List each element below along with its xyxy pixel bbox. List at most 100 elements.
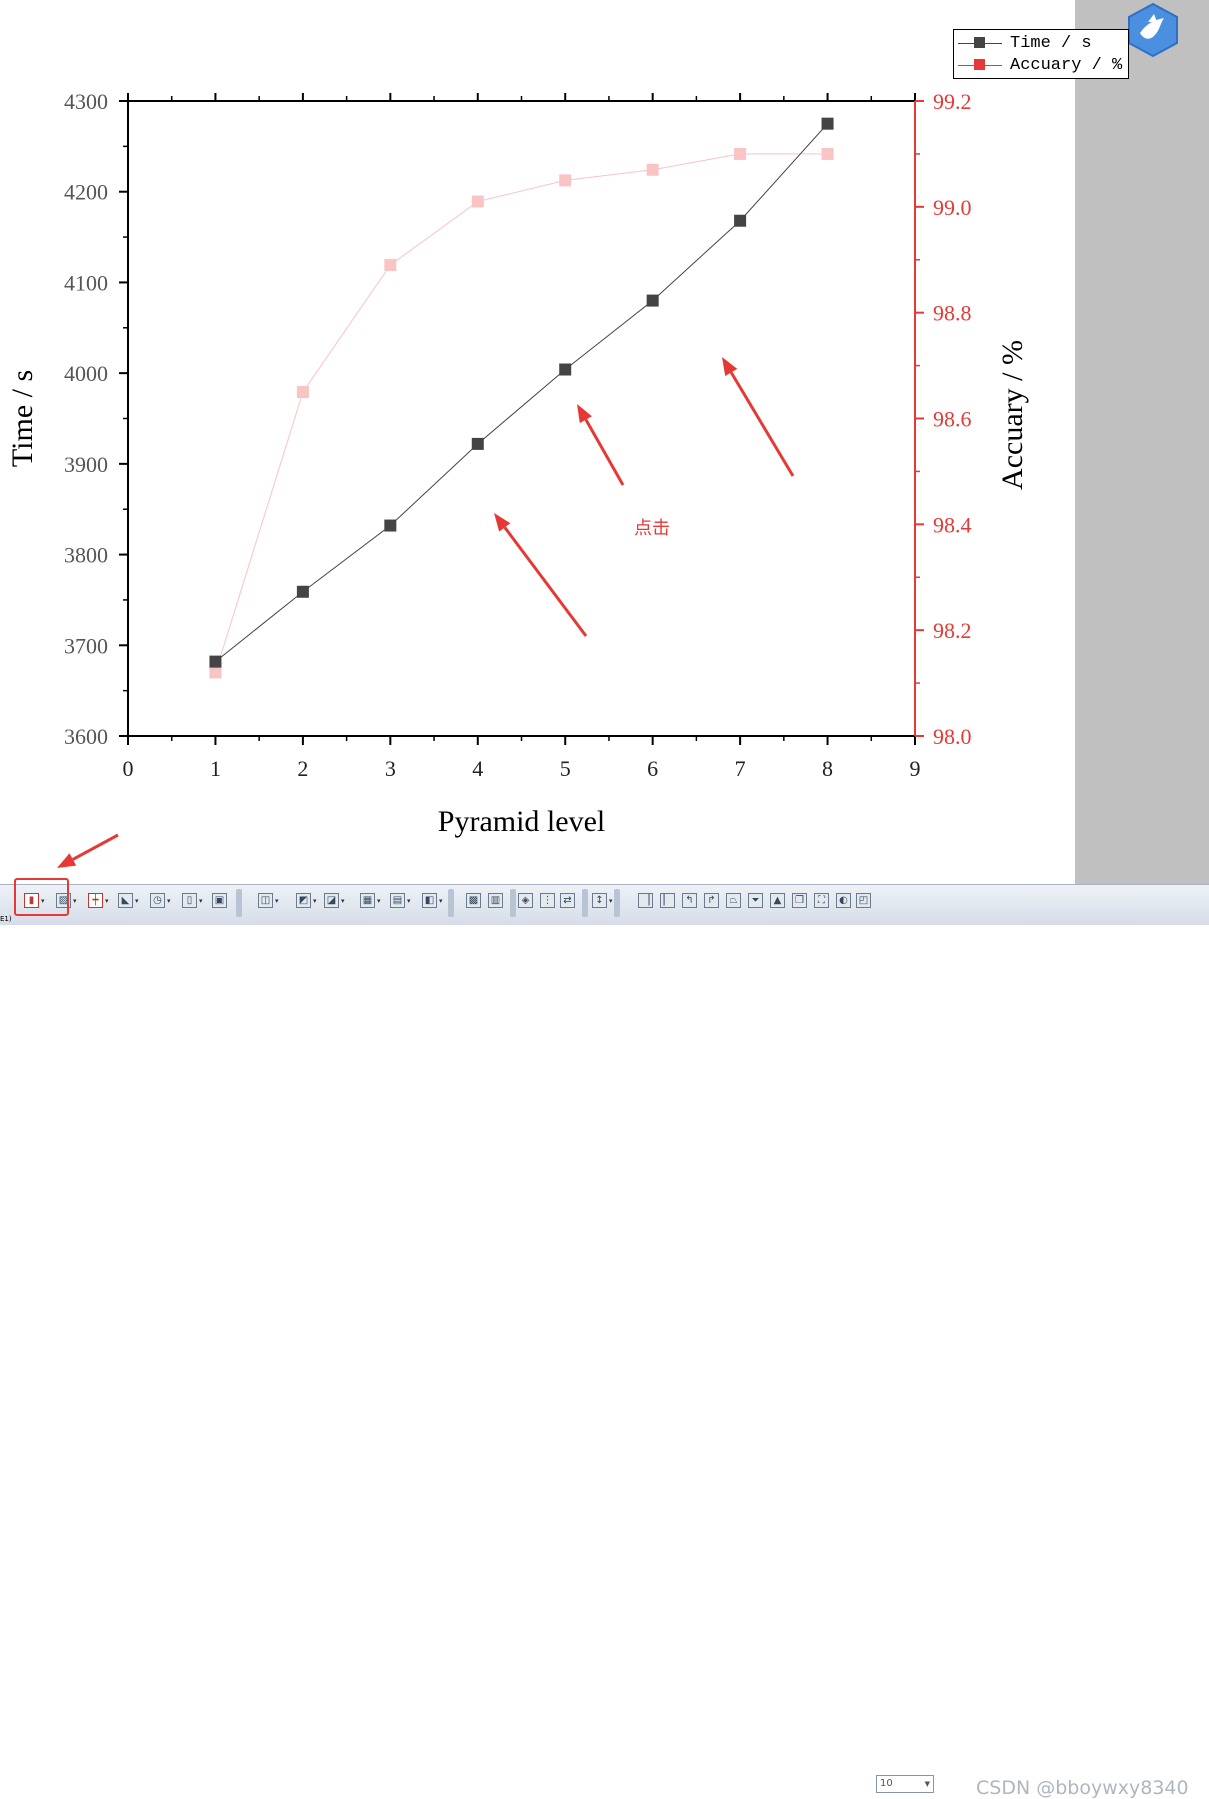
x-tick-label: 4 bbox=[472, 756, 483, 781]
x-tick-label: 1 bbox=[210, 756, 221, 781]
y-right-tick-label: 98.2 bbox=[933, 618, 972, 643]
toolbar-separator bbox=[510, 889, 516, 917]
align-left-icon[interactable]: ▕ bbox=[638, 893, 653, 908]
copy-icon[interactable]: ❐ bbox=[792, 893, 807, 908]
toolbar-label: E1) bbox=[0, 915, 12, 923]
trapezoid-icon[interactable]: ⏢ bbox=[726, 893, 741, 908]
x-tick-label: 2 bbox=[297, 756, 308, 781]
annotation-arrow bbox=[729, 371, 795, 477]
y-right-tick-label: 99.0 bbox=[933, 195, 972, 220]
table-icon[interactable]: ▤ bbox=[390, 893, 405, 908]
data-point-time bbox=[296, 585, 309, 598]
data-point-accuracy bbox=[384, 259, 397, 272]
chevron-down-icon: ▼ bbox=[924, 1780, 930, 1788]
x-tick-label: 3 bbox=[385, 756, 396, 781]
annotation-arrow bbox=[72, 833, 119, 861]
graph-toolbar: E1) ▮ ▾ ▨ ▾ ┿ ▾ ◣ ▾ ◷ ▾ ▯ ▾ ▣ ◫ ▾ ◩ ▾ ◪ ▾ ▦ ▾ ▤ ▾ ◧ ▾ ▩ ▥ ◈ ⋮ ⇄ ↕ ▾ ▕ ▏ ↰ ↱… bbox=[0, 884, 1209, 1799]
lighting-icon[interactable]: ◐ bbox=[836, 893, 851, 908]
chevron-down-icon[interactable]: ▾ bbox=[167, 897, 171, 905]
grid-icon[interactable]: ▦ bbox=[360, 893, 375, 908]
annotation-arrow bbox=[503, 526, 588, 637]
series-line-accuracy bbox=[214, 153, 828, 673]
font-size-select[interactable]: 10 ▼ bbox=[876, 1775, 934, 1793]
chevron-down-icon[interactable]: ▾ bbox=[199, 897, 203, 905]
fit-icon[interactable]: ⛶ bbox=[814, 893, 829, 908]
panel-icon[interactable]: ◧ bbox=[422, 893, 437, 908]
y-right-axis-title: Accuary / % bbox=[996, 340, 1029, 490]
y-left-axis-title: Time / s bbox=[6, 370, 39, 467]
stack-icon[interactable]: ▥ bbox=[488, 893, 503, 908]
toolbar-separator bbox=[236, 889, 242, 917]
align-icon[interactable]: ⇄ bbox=[560, 893, 575, 908]
y-right-tick-label: 99.2 bbox=[933, 89, 972, 114]
font-size-value: 10 bbox=[880, 1778, 893, 1789]
area-chart-icon[interactable]: ◣ bbox=[118, 893, 133, 908]
chevron-down-icon[interactable]: ▾ bbox=[275, 897, 279, 905]
y-left-tick-label: 3700 bbox=[64, 633, 108, 658]
data-point-accuracy bbox=[296, 386, 309, 399]
y-right-tick-label: 98.6 bbox=[933, 407, 972, 432]
annotation-arrowhead bbox=[577, 404, 592, 424]
chevron-down-icon[interactable]: ▾ bbox=[313, 897, 317, 905]
x-tick-label: 0 bbox=[123, 756, 134, 781]
data-point-accuracy bbox=[821, 147, 834, 160]
data-point-accuracy bbox=[209, 666, 222, 679]
dots-icon[interactable]: ⋮ bbox=[540, 893, 555, 908]
error-bar-icon[interactable]: ┿ bbox=[88, 893, 103, 908]
legend-item-time: Time / s bbox=[958, 32, 1092, 54]
y-left-tick-label: 3900 bbox=[64, 452, 108, 477]
shield-icon[interactable]: ◈ bbox=[518, 893, 533, 908]
surface-icon[interactable]: ◩ bbox=[296, 893, 311, 908]
image-icon[interactable]: ▩ bbox=[466, 893, 481, 908]
bar-chart-icon[interactable]: ▮ bbox=[24, 893, 39, 908]
y-right-tick-label: 98.4 bbox=[933, 512, 972, 537]
x-tick-label: 5 bbox=[560, 756, 571, 781]
legend-label-time: Time / s bbox=[1010, 33, 1092, 53]
y-left-tick-label: 3800 bbox=[64, 543, 108, 568]
data-point-time bbox=[821, 117, 834, 130]
chevron-down-icon[interactable]: ▾ bbox=[73, 897, 77, 905]
box-chart-icon[interactable]: ▯ bbox=[182, 893, 197, 908]
pie-chart-icon[interactable]: ◷ bbox=[150, 893, 165, 908]
chevron-down-icon[interactable]: ▾ bbox=[439, 897, 443, 905]
duplicate-icon[interactable]: ◰ bbox=[856, 893, 871, 908]
scale-icon[interactable]: ↕ bbox=[592, 893, 607, 908]
annotation-arrowhead bbox=[722, 357, 738, 377]
funnel-icon[interactable]: ⏷ bbox=[748, 893, 763, 908]
chart-legend: Time / s Accuary / % bbox=[953, 29, 1129, 79]
chevron-down-icon[interactable]: ▾ bbox=[341, 897, 345, 905]
pyramid-icon[interactable]: ▲ bbox=[770, 893, 785, 908]
data-point-time bbox=[734, 214, 747, 227]
data-point-accuracy bbox=[646, 163, 659, 176]
y-left-tick-label: 4200 bbox=[64, 180, 108, 205]
y-left-tick-label: 4300 bbox=[64, 89, 108, 114]
chevron-down-icon[interactable]: ▾ bbox=[377, 897, 381, 905]
chevron-down-icon[interactable]: ▾ bbox=[407, 897, 411, 905]
legend-label-accuracy: Accuary / % bbox=[1010, 55, 1123, 75]
legend-marker-accuracy bbox=[958, 54, 1002, 76]
chevron-down-icon[interactable]: ▾ bbox=[105, 897, 109, 905]
chevron-down-icon[interactable]: ▾ bbox=[135, 897, 139, 905]
align-right-icon[interactable]: ▏ bbox=[660, 893, 675, 908]
layers-icon[interactable]: ◫ bbox=[258, 893, 273, 908]
x-tick-label: 7 bbox=[735, 756, 746, 781]
toolbar-separator bbox=[614, 889, 620, 917]
rotate-icon[interactable]: ↰ bbox=[682, 893, 697, 908]
x-axis-title: Pyramid level bbox=[438, 805, 605, 838]
chevron-down-icon[interactable]: ▾ bbox=[609, 897, 613, 905]
flip-icon[interactable]: ↱ bbox=[704, 893, 719, 908]
side-panel bbox=[1075, 0, 1209, 884]
surface-map-icon[interactable]: ◪ bbox=[324, 893, 339, 908]
chevron-down-icon[interactable]: ▾ bbox=[41, 897, 45, 905]
x-tick-label: 9 bbox=[910, 756, 921, 781]
data-point-accuracy bbox=[734, 147, 747, 160]
click-annotation-text: 点击 bbox=[634, 518, 670, 539]
data-point-accuracy bbox=[471, 195, 484, 208]
y-left-tick-label: 3600 bbox=[64, 724, 108, 749]
cube-icon[interactable]: ▣ bbox=[212, 893, 227, 908]
data-point-time bbox=[471, 437, 484, 450]
annotation-arrowhead bbox=[494, 513, 511, 532]
x-tick-label: 8 bbox=[822, 756, 833, 781]
series-line-time bbox=[215, 123, 828, 663]
bird-logo-icon bbox=[1128, 2, 1178, 58]
